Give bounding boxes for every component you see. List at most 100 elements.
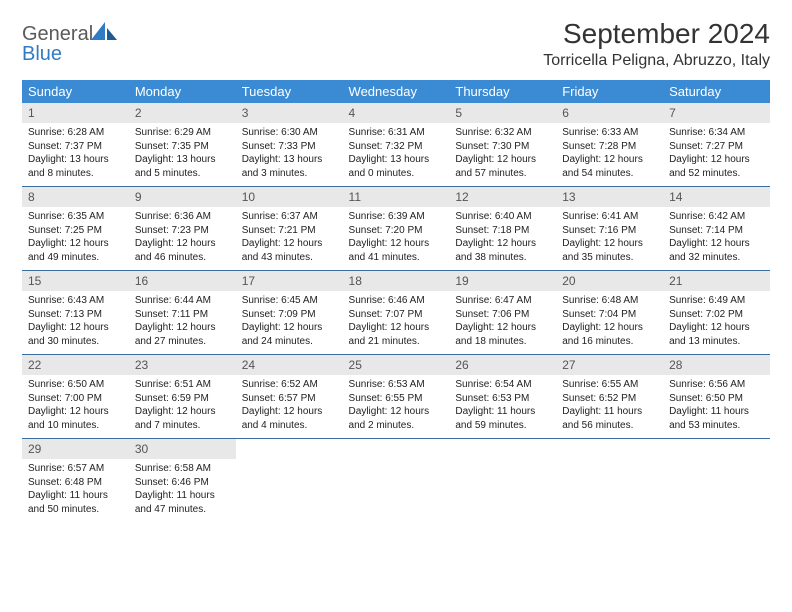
calendar-day-cell: 14Sunrise: 6:42 AMSunset: 7:14 PMDayligh… — [663, 187, 770, 271]
calendar-day-cell: 19Sunrise: 6:47 AMSunset: 7:06 PMDayligh… — [449, 271, 556, 355]
title-block: September 2024 Torricella Peligna, Abruz… — [543, 18, 770, 70]
day-details: Sunrise: 6:30 AMSunset: 7:33 PMDaylight:… — [236, 123, 343, 186]
month-title: September 2024 — [543, 18, 770, 50]
calendar-day-cell: 6Sunrise: 6:33 AMSunset: 7:28 PMDaylight… — [556, 103, 663, 187]
day-details: Sunrise: 6:53 AMSunset: 6:55 PMDaylight:… — [343, 375, 450, 438]
day-number: 25 — [343, 355, 450, 375]
calendar-day-cell: 2Sunrise: 6:29 AMSunset: 7:35 PMDaylight… — [129, 103, 236, 187]
calendar-day-cell: 4Sunrise: 6:31 AMSunset: 7:32 PMDaylight… — [343, 103, 450, 187]
logo-line-1: General — [22, 18, 117, 44]
day-number: 4 — [343, 103, 450, 123]
day-details: Sunrise: 6:46 AMSunset: 7:07 PMDaylight:… — [343, 291, 450, 354]
day-header: Thursday — [449, 80, 556, 103]
page-header: General Blue September 2024 Torricella P… — [22, 18, 770, 70]
calendar-day-cell — [449, 439, 556, 523]
day-number: 16 — [129, 271, 236, 291]
calendar-day-cell: 8Sunrise: 6:35 AMSunset: 7:25 PMDaylight… — [22, 187, 129, 271]
day-details: Sunrise: 6:57 AMSunset: 6:48 PMDaylight:… — [22, 459, 129, 522]
day-details: Sunrise: 6:41 AMSunset: 7:16 PMDaylight:… — [556, 207, 663, 270]
location-text: Torricella Peligna, Abruzzo, Italy — [543, 52, 770, 70]
day-number: 2 — [129, 103, 236, 123]
calendar-day-cell: 22Sunrise: 6:50 AMSunset: 7:00 PMDayligh… — [22, 355, 129, 439]
day-details: Sunrise: 6:58 AMSunset: 6:46 PMDaylight:… — [129, 459, 236, 522]
day-number: 27 — [556, 355, 663, 375]
day-details: Sunrise: 6:31 AMSunset: 7:32 PMDaylight:… — [343, 123, 450, 186]
day-number: 29 — [22, 439, 129, 459]
day-details: Sunrise: 6:52 AMSunset: 6:57 PMDaylight:… — [236, 375, 343, 438]
day-details: Sunrise: 6:42 AMSunset: 7:14 PMDaylight:… — [663, 207, 770, 270]
day-details: Sunrise: 6:54 AMSunset: 6:53 PMDaylight:… — [449, 375, 556, 438]
calendar-week-row: 15Sunrise: 6:43 AMSunset: 7:13 PMDayligh… — [22, 271, 770, 355]
day-details: Sunrise: 6:37 AMSunset: 7:21 PMDaylight:… — [236, 207, 343, 270]
day-details: Sunrise: 6:48 AMSunset: 7:04 PMDaylight:… — [556, 291, 663, 354]
calendar-day-cell: 24Sunrise: 6:52 AMSunset: 6:57 PMDayligh… — [236, 355, 343, 439]
day-header: Friday — [556, 80, 663, 103]
calendar-day-cell: 3Sunrise: 6:30 AMSunset: 7:33 PMDaylight… — [236, 103, 343, 187]
calendar-day-cell: 15Sunrise: 6:43 AMSunset: 7:13 PMDayligh… — [22, 271, 129, 355]
day-details: Sunrise: 6:44 AMSunset: 7:11 PMDaylight:… — [129, 291, 236, 354]
calendar-day-cell: 27Sunrise: 6:55 AMSunset: 6:52 PMDayligh… — [556, 355, 663, 439]
day-number: 17 — [236, 271, 343, 291]
day-number: 30 — [129, 439, 236, 459]
day-number: 19 — [449, 271, 556, 291]
day-number: 11 — [343, 187, 450, 207]
calendar-day-cell — [663, 439, 770, 523]
calendar-day-cell: 20Sunrise: 6:48 AMSunset: 7:04 PMDayligh… — [556, 271, 663, 355]
calendar-day-cell: 5Sunrise: 6:32 AMSunset: 7:30 PMDaylight… — [449, 103, 556, 187]
day-number: 10 — [236, 187, 343, 207]
calendar-day-cell: 26Sunrise: 6:54 AMSunset: 6:53 PMDayligh… — [449, 355, 556, 439]
calendar-day-cell: 18Sunrise: 6:46 AMSunset: 7:07 PMDayligh… — [343, 271, 450, 355]
day-number: 23 — [129, 355, 236, 375]
calendar-day-cell: 28Sunrise: 6:56 AMSunset: 6:50 PMDayligh… — [663, 355, 770, 439]
calendar-day-cell: 12Sunrise: 6:40 AMSunset: 7:18 PMDayligh… — [449, 187, 556, 271]
day-details: Sunrise: 6:47 AMSunset: 7:06 PMDaylight:… — [449, 291, 556, 354]
day-number: 1 — [22, 103, 129, 123]
day-header: Wednesday — [343, 80, 450, 103]
calendar-body: 1Sunrise: 6:28 AMSunset: 7:37 PMDaylight… — [22, 103, 770, 522]
calendar-day-cell — [236, 439, 343, 523]
day-details: Sunrise: 6:35 AMSunset: 7:25 PMDaylight:… — [22, 207, 129, 270]
calendar-week-row: 22Sunrise: 6:50 AMSunset: 7:00 PMDayligh… — [22, 355, 770, 439]
day-details: Sunrise: 6:56 AMSunset: 6:50 PMDaylight:… — [663, 375, 770, 438]
calendar-day-cell: 7Sunrise: 6:34 AMSunset: 7:27 PMDaylight… — [663, 103, 770, 187]
calendar-day-cell: 17Sunrise: 6:45 AMSunset: 7:09 PMDayligh… — [236, 271, 343, 355]
calendar-day-cell: 25Sunrise: 6:53 AMSunset: 6:55 PMDayligh… — [343, 355, 450, 439]
calendar-day-cell: 10Sunrise: 6:37 AMSunset: 7:21 PMDayligh… — [236, 187, 343, 271]
day-details: Sunrise: 6:55 AMSunset: 6:52 PMDaylight:… — [556, 375, 663, 438]
calendar-day-cell: 16Sunrise: 6:44 AMSunset: 7:11 PMDayligh… — [129, 271, 236, 355]
calendar-day-cell: 29Sunrise: 6:57 AMSunset: 6:48 PMDayligh… — [22, 439, 129, 523]
day-number: 24 — [236, 355, 343, 375]
calendar-day-cell: 13Sunrise: 6:41 AMSunset: 7:16 PMDayligh… — [556, 187, 663, 271]
calendar-day-cell — [556, 439, 663, 523]
day-details: Sunrise: 6:32 AMSunset: 7:30 PMDaylight:… — [449, 123, 556, 186]
calendar-day-cell: 23Sunrise: 6:51 AMSunset: 6:59 PMDayligh… — [129, 355, 236, 439]
day-header: Tuesday — [236, 80, 343, 103]
day-number: 3 — [236, 103, 343, 123]
calendar-day-cell: 11Sunrise: 6:39 AMSunset: 7:20 PMDayligh… — [343, 187, 450, 271]
day-details: Sunrise: 6:45 AMSunset: 7:09 PMDaylight:… — [236, 291, 343, 354]
logo-sail-icon — [91, 22, 117, 40]
brand-logo: General Blue — [22, 18, 117, 64]
calendar-week-row: 8Sunrise: 6:35 AMSunset: 7:25 PMDaylight… — [22, 187, 770, 271]
day-details: Sunrise: 6:34 AMSunset: 7:27 PMDaylight:… — [663, 123, 770, 186]
day-number: 21 — [663, 271, 770, 291]
day-details: Sunrise: 6:29 AMSunset: 7:35 PMDaylight:… — [129, 123, 236, 186]
calendar-table: SundayMondayTuesdayWednesdayThursdayFrid… — [22, 80, 770, 522]
calendar-week-row: 29Sunrise: 6:57 AMSunset: 6:48 PMDayligh… — [22, 439, 770, 523]
day-header: Saturday — [663, 80, 770, 103]
day-number: 13 — [556, 187, 663, 207]
day-number: 26 — [449, 355, 556, 375]
calendar-day-cell: 1Sunrise: 6:28 AMSunset: 7:37 PMDaylight… — [22, 103, 129, 187]
day-number: 7 — [663, 103, 770, 123]
logo-blue: Blue — [22, 44, 117, 64]
calendar-week-row: 1Sunrise: 6:28 AMSunset: 7:37 PMDaylight… — [22, 103, 770, 187]
calendar-header-row: SundayMondayTuesdayWednesdayThursdayFrid… — [22, 80, 770, 103]
day-header: Monday — [129, 80, 236, 103]
calendar-day-cell: 9Sunrise: 6:36 AMSunset: 7:23 PMDaylight… — [129, 187, 236, 271]
day-number: 8 — [22, 187, 129, 207]
day-number: 15 — [22, 271, 129, 291]
day-details: Sunrise: 6:50 AMSunset: 7:00 PMDaylight:… — [22, 375, 129, 438]
day-details: Sunrise: 6:36 AMSunset: 7:23 PMDaylight:… — [129, 207, 236, 270]
day-number: 12 — [449, 187, 556, 207]
day-number: 14 — [663, 187, 770, 207]
